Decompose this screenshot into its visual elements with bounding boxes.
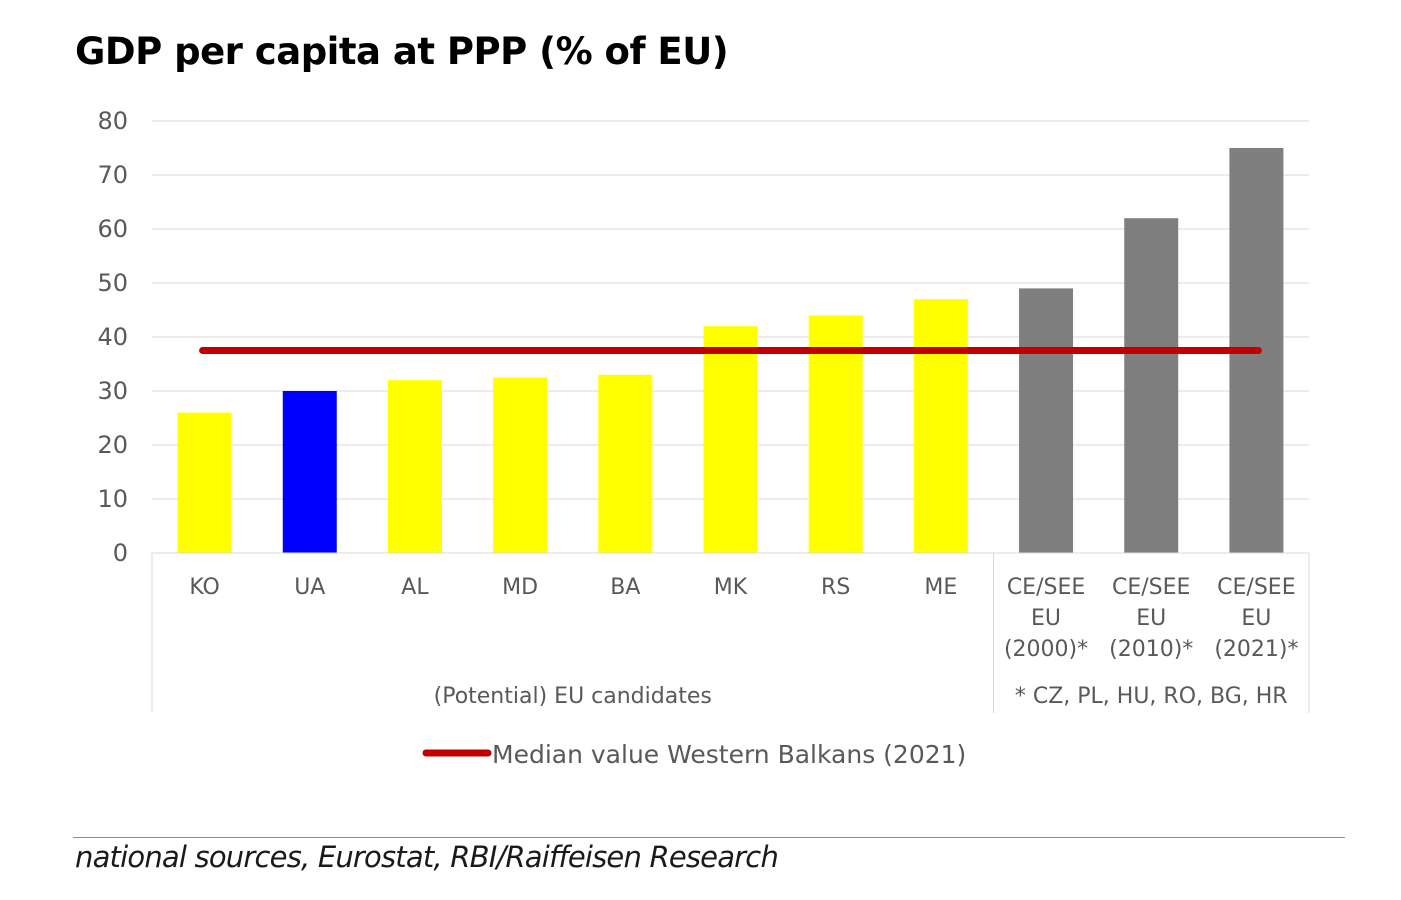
bar [387,380,442,553]
y-tick-label: 80 [97,107,128,135]
legend-label: Median value Western Balkans (2021) [492,740,966,769]
y-tick-label: 10 [97,485,128,513]
bar [1124,218,1179,553]
y-tick-label: 60 [97,215,128,243]
bar-chart: 0 10 20 30 40 50 60 70 80 KO UA AL MD BA MK RS ME CE/SEE… [97,107,1310,769]
legend: Median value Western Balkans (2021) [422,740,966,769]
x-tick-label: UA [294,575,325,600]
bar [913,299,968,553]
bar [703,326,758,553]
y-tick-label: 40 [97,323,128,351]
bar [808,315,863,553]
y-axis: 0 10 20 30 40 50 60 70 80 [97,107,128,567]
x-tick-label: RS [821,575,850,600]
x-tick-label: ME [924,575,957,600]
x-tick-label: AL [401,575,429,600]
y-tick-label: 30 [97,377,128,405]
group-label: (Potential) EU candidates [434,684,712,709]
x-tick-label: CE/SEE EU (2010)* [1109,575,1193,662]
x-tick-label: CE/SEE EU (2000)* [1004,575,1088,662]
y-tick-label: 50 [97,269,128,297]
x-tick-label: CE/SEE EU (2021)* [1214,575,1298,662]
bars [177,148,1284,553]
x-tick-label: BA [610,575,640,600]
source-note: national sources, Eurostat, RBI/Raiffeis… [75,840,779,874]
y-tick-label: 70 [97,161,128,189]
chart-title: GDP per capita at PPP (% of EU) [75,30,729,73]
bar [598,374,653,553]
footer-divider [73,837,1345,838]
x-tick-label: MK [714,575,748,600]
bar [177,412,232,553]
y-tick-label: 0 [113,539,128,567]
x-tick-label: KO [189,575,220,600]
y-tick-label: 20 [97,431,128,459]
bar [493,377,548,553]
bar [282,391,337,553]
x-axis: KO UA AL MD BA MK RS ME CE/SEE EU (2000)*CE/SEE EU(… [151,552,1310,713]
x-tick-label: MD [502,575,538,600]
bar [1019,288,1074,553]
group-label: * CZ, PL, HU, RO, BG, HR [1015,684,1288,709]
